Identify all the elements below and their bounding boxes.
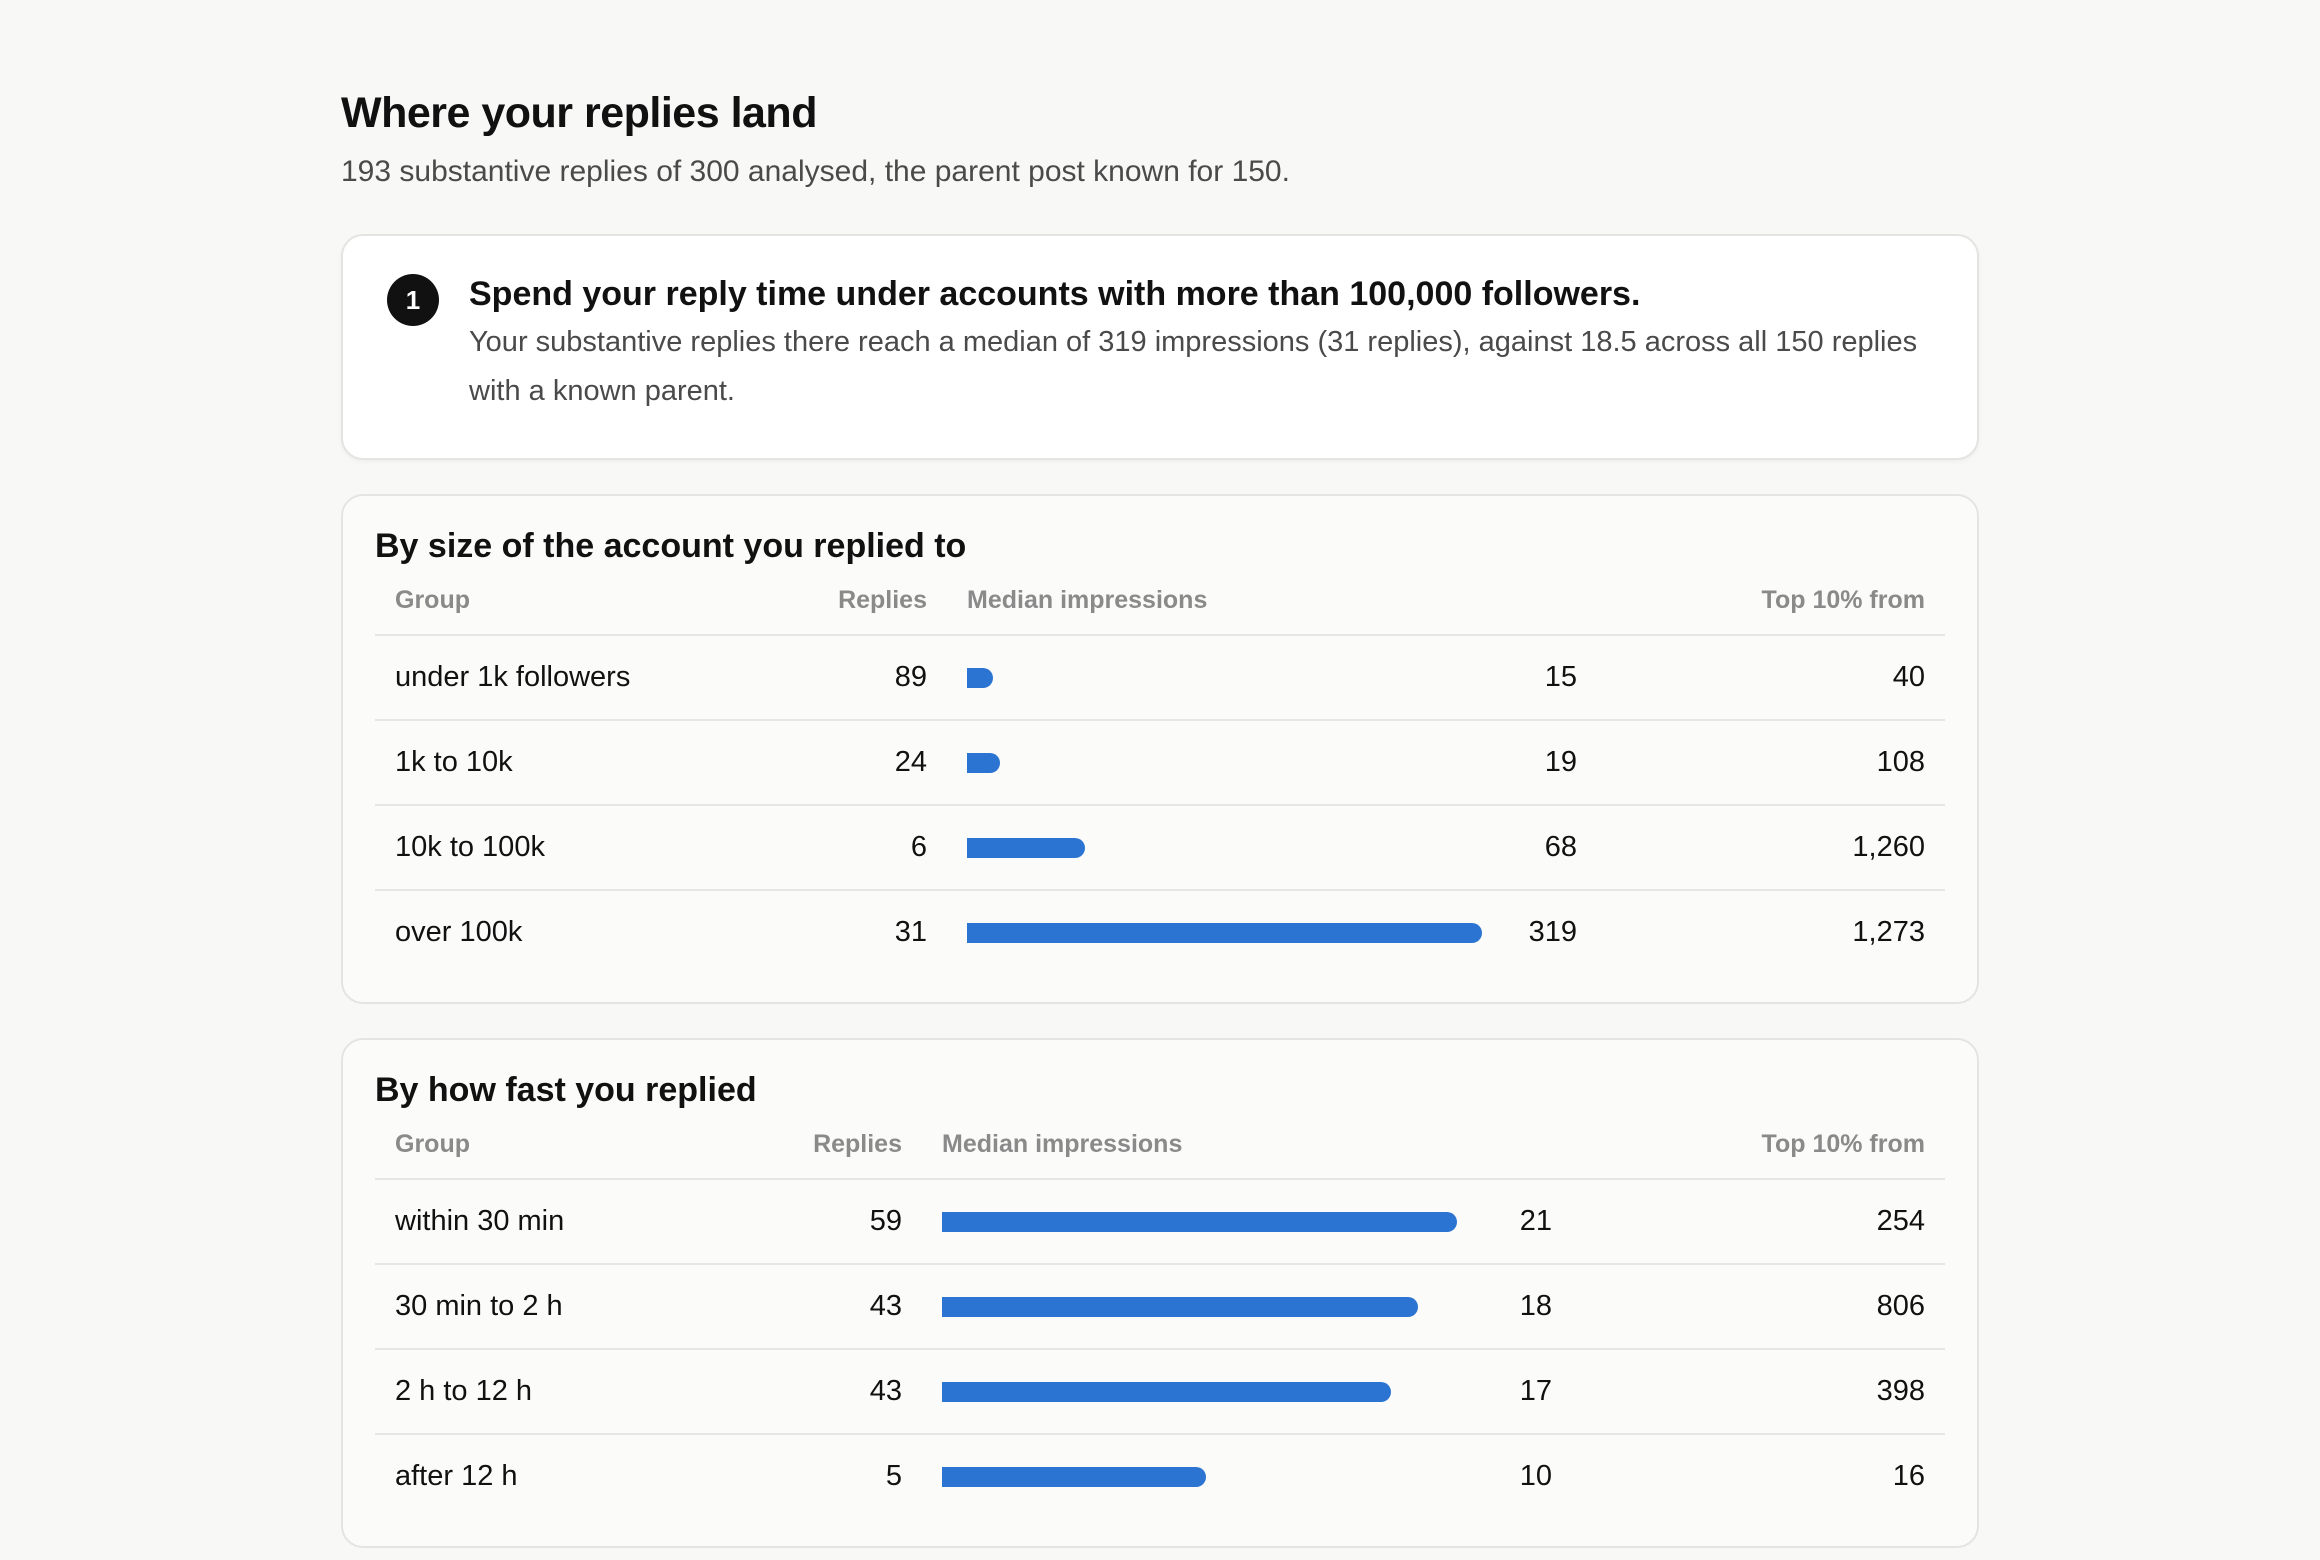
column-header-median: Median impressions bbox=[942, 1130, 1183, 1158]
table-row: within 30 min 59 21 254 bbox=[375, 1178, 1945, 1263]
report-container: Where your replies land 193 substantive … bbox=[341, 86, 1979, 1548]
insight-card: 1 Spend your reply time under accounts w… bbox=[341, 234, 1979, 460]
bar-cell bbox=[902, 1381, 1457, 1402]
speed-panel-title: By how fast you replied bbox=[375, 1071, 757, 1109]
column-header-top: Top 10% from bbox=[1761, 1130, 1925, 1158]
top-10-percent-value: 1,273 bbox=[1852, 916, 1925, 948]
size-table-header: Group Replies Median impressions Top 10%… bbox=[375, 580, 1945, 634]
bar-cell bbox=[902, 1466, 1457, 1487]
replies-cell: 24 bbox=[894, 746, 927, 778]
median-value: 18 bbox=[1519, 1290, 1552, 1322]
insight-headline: Spend your reply time under accounts wit… bbox=[469, 275, 1641, 313]
replies-cell: 31 bbox=[894, 916, 927, 948]
top-10-percent-value: 40 bbox=[1892, 661, 1925, 693]
bar-cell bbox=[902, 1211, 1457, 1232]
replies-cell: 6 bbox=[910, 831, 927, 863]
column-header-replies: Replies bbox=[838, 586, 927, 614]
group-cell: within 30 min bbox=[395, 1205, 565, 1237]
top-10-percent-value: 1,260 bbox=[1852, 831, 1925, 863]
column-header-group: Group bbox=[395, 1130, 470, 1158]
top-10-percent-value: 16 bbox=[1892, 1460, 1925, 1492]
table-row: over 100k 31 319 1,273 bbox=[375, 889, 1945, 974]
table-row: 2 h to 12 h 43 17 398 bbox=[375, 1348, 1945, 1433]
median-impressions-bar bbox=[942, 1211, 1457, 1232]
insight-number-badge: 1 bbox=[387, 274, 439, 326]
speed-table-body: within 30 min 59 21 254 30 min to 2 h 43 18 806… bbox=[375, 1178, 1945, 1518]
speed-table-header: Group Replies Median impressions Top 10%… bbox=[375, 1124, 1945, 1178]
top-10-percent-value: 806 bbox=[1876, 1290, 1925, 1322]
median-value: 10 bbox=[1519, 1460, 1552, 1492]
insight-body: Spend your reply time under accounts wit… bbox=[469, 272, 1933, 416]
column-header-top: Top 10% from bbox=[1761, 586, 1925, 614]
median-impressions-bar bbox=[967, 752, 1000, 773]
median-value: 21 bbox=[1519, 1205, 1552, 1237]
page-title: Where your replies land bbox=[341, 89, 817, 137]
size-panel-title: By size of the account you replied to bbox=[375, 527, 967, 565]
size-panel: By size of the account you replied to Gr… bbox=[341, 494, 1979, 1004]
median-impressions-bar bbox=[942, 1381, 1391, 1402]
median-value: 17 bbox=[1519, 1375, 1552, 1407]
insight-text: Your substantive replies there reach a m… bbox=[469, 326, 1918, 407]
bar-cell bbox=[927, 667, 1482, 688]
page-subtitle: 193 substantive replies of 300 analysed,… bbox=[341, 155, 1290, 188]
group-cell: 30 min to 2 h bbox=[395, 1290, 563, 1322]
group-cell: over 100k bbox=[395, 916, 523, 948]
column-header-group: Group bbox=[395, 586, 470, 614]
size-table-body: under 1k followers 89 15 40 1k to 10k 24 19 108… bbox=[375, 634, 1945, 974]
table-row: under 1k followers 89 15 40 bbox=[375, 634, 1945, 719]
median-value: 19 bbox=[1544, 746, 1577, 778]
median-impressions-bar bbox=[967, 837, 1085, 858]
median-impressions-bar bbox=[967, 667, 993, 688]
table-row: after 12 h 5 10 16 bbox=[375, 1433, 1945, 1518]
replies-cell: 43 bbox=[869, 1290, 902, 1322]
bar-cell bbox=[927, 837, 1482, 858]
table-row: 30 min to 2 h 43 18 806 bbox=[375, 1263, 1945, 1348]
top-10-percent-value: 398 bbox=[1876, 1375, 1925, 1407]
speed-panel: By how fast you replied Group Replies Me… bbox=[341, 1038, 1979, 1548]
top-10-percent-value: 254 bbox=[1876, 1205, 1925, 1237]
median-impressions-bar bbox=[942, 1296, 1418, 1317]
replies-cell: 5 bbox=[885, 1460, 902, 1492]
table-row: 1k to 10k 24 19 108 bbox=[375, 719, 1945, 804]
median-impressions-bar bbox=[967, 922, 1482, 943]
table-row: 10k to 100k 6 68 1,260 bbox=[375, 804, 1945, 889]
group-cell: 2 h to 12 h bbox=[395, 1375, 533, 1407]
median-impressions-bar bbox=[942, 1466, 1206, 1487]
group-cell: 1k to 10k bbox=[395, 746, 513, 778]
median-value: 15 bbox=[1544, 661, 1577, 693]
replies-cell: 89 bbox=[894, 661, 927, 693]
replies-cell: 43 bbox=[869, 1375, 902, 1407]
replies-cell: 59 bbox=[869, 1205, 902, 1237]
median-value: 319 bbox=[1528, 916, 1577, 948]
bar-cell bbox=[927, 922, 1482, 943]
median-value: 68 bbox=[1544, 831, 1577, 863]
column-header-median: Median impressions bbox=[967, 586, 1208, 614]
column-header-replies: Replies bbox=[813, 1130, 902, 1158]
bar-cell bbox=[927, 752, 1482, 773]
group-cell: under 1k followers bbox=[395, 661, 631, 693]
group-cell: 10k to 100k bbox=[395, 831, 545, 863]
bar-cell bbox=[902, 1296, 1457, 1317]
top-10-percent-value: 108 bbox=[1876, 746, 1925, 778]
group-cell: after 12 h bbox=[395, 1460, 518, 1492]
